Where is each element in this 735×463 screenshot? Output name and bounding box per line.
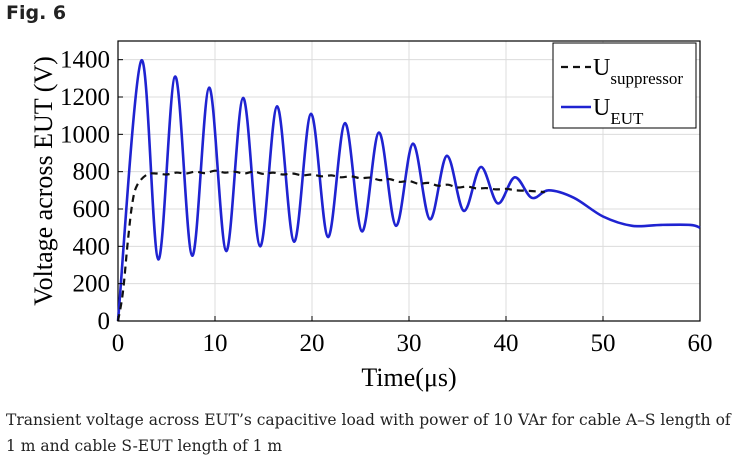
x-axis-ticks: 0 10 20 30 40 50 60 [112,316,713,357]
figure-label: Fig. 6 [6,2,67,24]
chart-legend: Usuppressor UEUT [552,42,697,129]
legend-entry-label: UEUT [593,95,644,128]
x-axis-label: Time(μs) [361,363,456,392]
y-tick-label: 1200 [60,84,110,111]
y-tick-label: 1000 [60,121,110,148]
x-tick-label: 10 [203,330,228,357]
y-axis-ticks: 0 200 400 600 800 1000 1200 1400 [60,47,123,335]
y-tick-label: 800 [73,159,111,186]
y-tick-label: 200 [73,271,111,298]
x-tick-label: 40 [494,330,519,357]
x-tick-label: 60 [688,330,713,357]
y-axis-label: Voltage across EUT (V) [29,56,58,306]
line-chart: 0 10 20 30 40 50 60 0200400600800100012001400 … [29,40,713,392]
y-tick-label: 400 [73,233,111,260]
x-tick-label: 30 [397,330,422,357]
legend-entry-label: Usuppressor [593,55,683,88]
x-tick-label: 50 [591,330,616,357]
x-tick-label: 0 [112,330,125,357]
series-u-eut-line [116,59,701,322]
legend-box [552,42,697,129]
chart-series [116,59,701,322]
y-tick-label: 600 [73,196,111,223]
y-tick-label: 1400 [60,47,110,74]
series-u-suppressor-line [116,169,545,322]
y-tick-label: 0 [98,308,111,335]
x-tick-label: 20 [300,330,325,357]
figure-caption: Transient voltage across EUT’s capacitiv… [6,411,731,455]
